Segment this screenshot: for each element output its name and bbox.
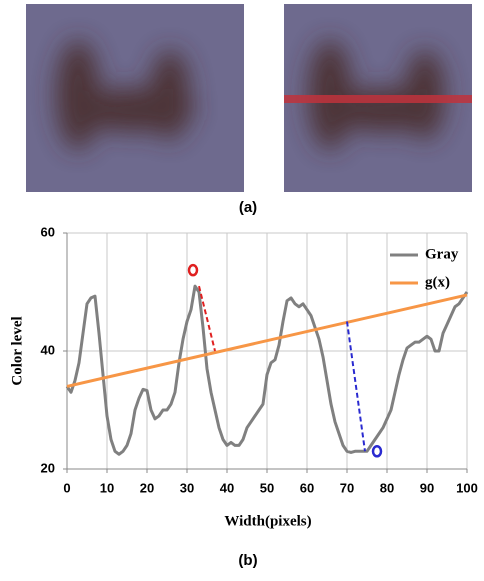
x-tick-label: 0	[63, 480, 70, 495]
x-tick-label: 20	[140, 480, 154, 495]
x-tick-label: 60	[300, 480, 314, 495]
caption: (a)	[239, 199, 257, 216]
x-tick-label: 80	[380, 480, 394, 495]
annotations	[187, 263, 383, 458]
image-left	[26, 4, 244, 192]
series-line	[65, 284, 469, 456]
y-axis-label: Color level	[9, 316, 25, 385]
y-tick-label: 60	[41, 224, 55, 239]
dashed-line	[198, 285, 216, 352]
x-tick-label: 10	[100, 480, 114, 495]
caption: (b)	[238, 552, 257, 569]
marker-circle	[187, 263, 199, 277]
y-tick-label: 40	[41, 342, 55, 357]
x-axis-label: Width(pixels)	[224, 513, 311, 529]
x-tick-label: 50	[260, 480, 274, 495]
marker-circle	[371, 445, 383, 458]
x-tick-label: 70	[340, 480, 354, 495]
series-line	[66, 293, 468, 388]
x-tick-label: 30	[180, 480, 194, 495]
x-tick-label: 40	[220, 480, 234, 495]
x-tick-label: 100	[456, 480, 478, 495]
legend-label: Gray	[425, 246, 459, 262]
y-tick-label: 20	[41, 460, 55, 475]
x-tick-label: 90	[420, 480, 434, 495]
image-right	[284, 4, 472, 192]
legend-label: g(x)	[425, 274, 450, 290]
dashed-line	[346, 321, 366, 452]
